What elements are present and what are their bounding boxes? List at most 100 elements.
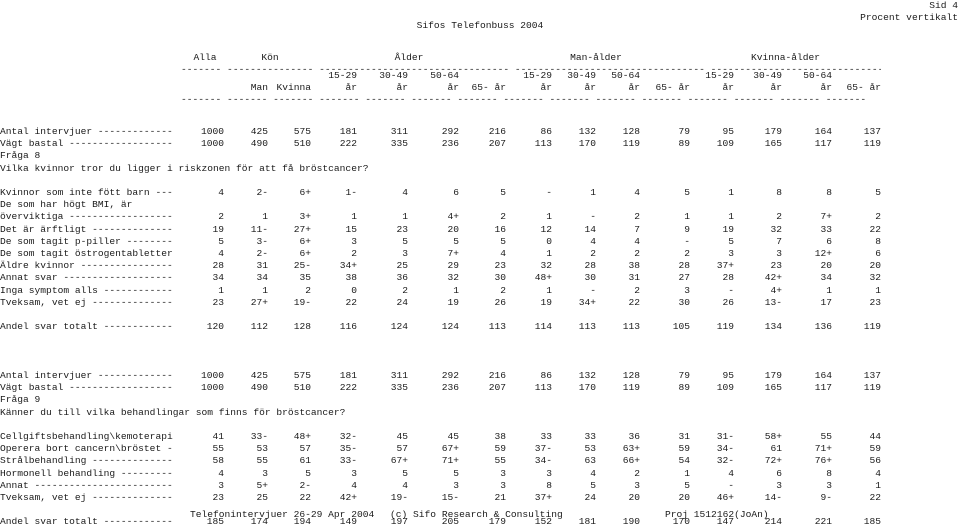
table-cell: 1 [262,285,268,296]
table-cell: 34+ [578,297,596,308]
row-label: Operera bort cancern\bröstet - [0,443,173,454]
table-cell: 32- [339,431,357,442]
table-cell: 119 [716,321,734,332]
table-cell: 12+ [814,248,832,259]
column-subheader: år [447,82,459,93]
table-cell: 15 [345,224,357,235]
table-cell: 31 [256,260,268,271]
table-cell: 31 [678,431,690,442]
table-cell: 2 [590,248,596,259]
table-cell: 67+ [390,455,408,466]
table-cell: 207 [488,382,506,393]
table-cell: 71+ [814,443,832,454]
table-cell: 221 [814,516,832,527]
table-cell: 11- [250,224,268,235]
table-cell: 3 [728,248,734,259]
table-cell: 19 [722,224,734,235]
table-cell: 510 [293,138,311,149]
column-subheader: 50-64 [430,70,459,81]
table-cell: 95 [722,126,734,137]
table-cell: 16 [494,224,506,235]
table-cell: 30 [678,297,690,308]
table-cell: 4 [402,480,408,491]
table-cell: 19 [212,224,224,235]
table-cell: 113 [534,382,552,393]
table-cell: 54 [678,455,690,466]
table-cell: 112 [250,321,268,332]
table-cell: 6 [453,187,459,198]
table-cell: 28 [722,272,734,283]
table-cell: 30 [584,272,596,283]
column-subheader: Man [250,82,268,93]
table-cell: 59 [678,443,690,454]
table-cell: 5+ [256,480,268,491]
table-cell: 119 [863,321,881,332]
table-cell: 1 [684,468,690,479]
table-cell: 5 [453,468,459,479]
table-cell: 42+ [764,272,782,283]
table-cell: 207 [488,138,506,149]
table-cell: 79 [678,370,690,381]
table-cell: 311 [390,370,408,381]
table-cell: 1 [684,211,690,222]
table-cell: 19 [447,297,459,308]
table-cell: 23 [212,492,224,503]
table-cell: 37+ [534,492,552,503]
table-cell: 164 [814,126,832,137]
table-cell: 1 [728,187,734,198]
table-cell: 1 [218,285,224,296]
table-cell: 5 [402,236,408,247]
table-cell: 335 [390,138,408,149]
table-cell: 105 [672,321,690,332]
row-label: Kvinnor som inte fött barn --- [0,187,173,198]
table-cell: 34 [256,272,268,283]
table-cell: 89 [678,382,690,393]
table-cell: 1 [546,285,552,296]
table-cell: 58+ [764,431,782,442]
table-cell: 119 [622,382,640,393]
group-underline: ------- --------------- ----------------… [181,64,881,75]
table-cell: 63 [584,455,596,466]
row-label: Tveksam, vet ej -------------- [0,297,173,308]
table-cell: 24 [584,492,596,503]
table-cell: 26 [494,297,506,308]
table-cell: 128 [622,126,640,137]
table-cell: 1 [546,211,552,222]
table-cell: 95 [722,370,734,381]
report-subtitle: Procent vertikalt [860,12,958,23]
table-cell: 27+ [293,224,311,235]
table-cell: 53 [256,443,268,454]
table-cell: 1000 [200,382,224,393]
table-cell: 2 [634,211,640,222]
table-cell: 137 [863,370,881,381]
table-cell: 32 [869,272,881,283]
table-cell: 1 [875,480,881,491]
table-cell: 117 [814,138,832,149]
table-cell: 2 [402,285,408,296]
table-cell: 4 [875,468,881,479]
table-cell: 58 [212,455,224,466]
table-cell: 14- [764,492,782,503]
table-cell: 89 [678,138,690,149]
table-cell: 3 [546,468,552,479]
table-cell: 113 [534,138,552,149]
column-subheader: 65- år [846,82,881,93]
question-text: De som har högt BMI, är [0,199,133,210]
table-cell: 4 [634,236,640,247]
table-cell: 4 [728,468,734,479]
table-cell: 2- [256,248,268,259]
table-cell: 15- [441,492,459,503]
table-cell: 164 [814,370,832,381]
table-cell: 128 [622,370,640,381]
row-label: Äldre kvinnor ---------------- [0,260,173,271]
table-cell: 37+ [716,260,734,271]
table-cell: 23 [770,260,782,271]
table-cell: 28 [678,260,690,271]
table-cell: 31- [716,431,734,442]
table-cell: 116 [339,321,357,332]
table-cell: 5 [728,236,734,247]
table-cell: 3 [634,480,640,491]
table-cell: 1 [728,211,734,222]
question-text: Vilka kvinnor tror du ligger i riskzonen… [0,163,369,174]
table-cell: 6+ [299,236,311,247]
